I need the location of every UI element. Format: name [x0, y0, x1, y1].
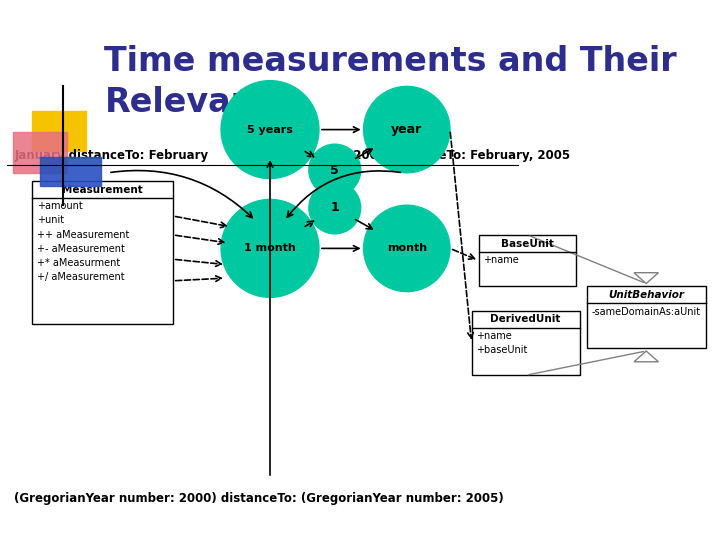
Text: January, 2005 distanceTo: February, 2005: January, 2005 distanceTo: February, 2005: [295, 149, 570, 162]
Ellipse shape: [221, 80, 319, 179]
Text: +unit: +unit: [37, 215, 64, 226]
Text: +baseUnit: +baseUnit: [476, 345, 527, 355]
Text: DerivedUnit: DerivedUnit: [490, 314, 561, 324]
Text: +/ aMeasurement: +/ aMeasurement: [37, 272, 125, 282]
Text: year: year: [391, 123, 423, 136]
Bar: [479, 235, 576, 286]
Text: +- aMeasurement: +- aMeasurement: [37, 244, 125, 254]
Text: ++ aMeasurement: ++ aMeasurement: [37, 230, 129, 240]
Ellipse shape: [221, 199, 319, 298]
Ellipse shape: [364, 86, 450, 173]
Bar: [13, 132, 67, 173]
Text: 1 month: 1 month: [244, 244, 296, 253]
Text: BaseUnit: BaseUnit: [501, 239, 554, 248]
Text: Measurement: Measurement: [62, 185, 143, 194]
Text: +amount: +amount: [37, 201, 83, 212]
Text: -sameDomainAs:aUnit: -sameDomainAs:aUnit: [591, 307, 701, 317]
Bar: [40, 157, 101, 186]
Bar: [587, 286, 706, 348]
Ellipse shape: [309, 182, 361, 234]
Text: January distanceTo: February: January distanceTo: February: [14, 149, 209, 162]
Text: +name: +name: [483, 255, 519, 266]
Ellipse shape: [309, 144, 361, 196]
Text: 5 years: 5 years: [247, 125, 293, 134]
Text: 5: 5: [330, 164, 339, 177]
Text: +name: +name: [476, 331, 512, 341]
Text: Relevance: Relevance: [104, 86, 297, 119]
Ellipse shape: [364, 205, 450, 292]
Text: (GregorianYear number: 2000) distanceTo: (GregorianYear number: 2005): (GregorianYear number: 2000) distanceTo:…: [14, 492, 504, 505]
Text: UnitBehavior: UnitBehavior: [608, 290, 684, 300]
Bar: [32, 181, 173, 324]
Text: +* aMeasurment: +* aMeasurment: [37, 258, 120, 268]
Text: month: month: [387, 244, 427, 253]
Bar: [32, 111, 86, 151]
Bar: [472, 310, 580, 375]
Text: Time measurements and Their: Time measurements and Their: [104, 45, 677, 78]
Text: 1: 1: [330, 201, 339, 214]
